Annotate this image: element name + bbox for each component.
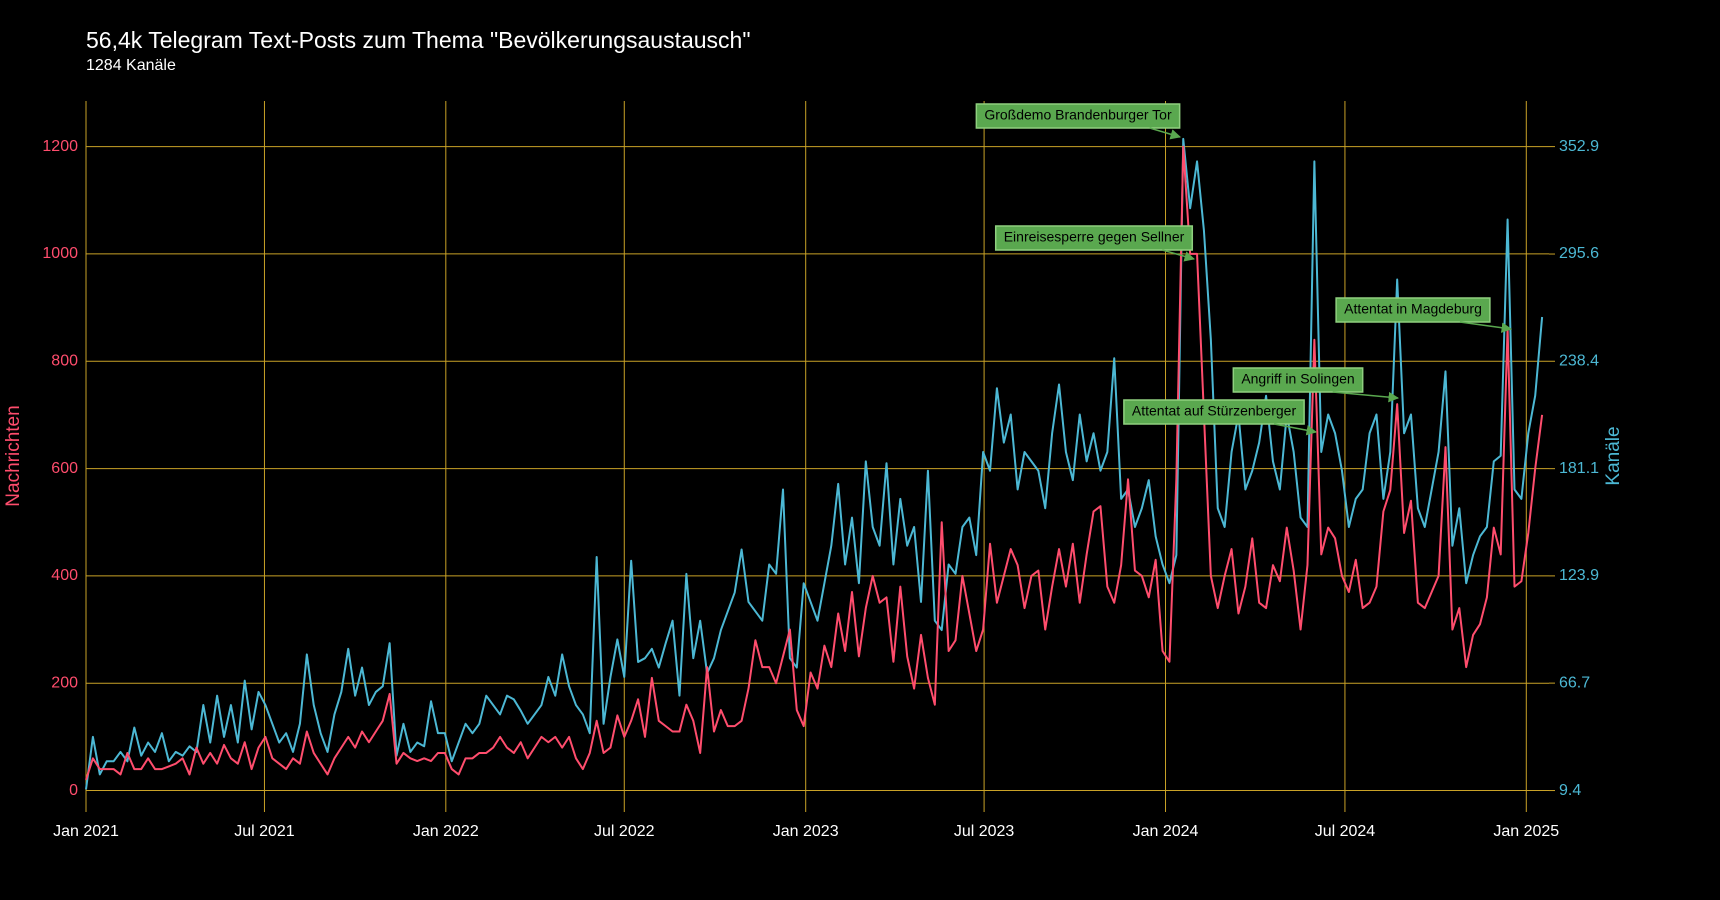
y-tick-label: 600 [51, 460, 78, 477]
y2-tick-label: 9.4 [1559, 782, 1581, 799]
y-tick-label: 1000 [42, 245, 78, 262]
y2-tick-label: 181.1 [1559, 460, 1599, 477]
chart-title: 56,4k Telegram Text-Posts zum Thema "Bev… [86, 27, 751, 53]
y2-tick-label: 352.9 [1559, 138, 1599, 155]
y-tick-label: 200 [51, 674, 78, 691]
y-tick-label: 800 [51, 352, 78, 369]
annotation-text: Einreisesperre gegen Sellner [1004, 229, 1185, 245]
annotation: Einreisesperre gegen Sellner [994, 225, 1196, 262]
annotation-box [1123, 399, 1305, 425]
x-tick-label: Jul 2022 [594, 823, 655, 840]
annotation-arrow [1332, 391, 1400, 403]
annotation-arrow [1149, 127, 1182, 140]
y2-tick-label: 66.7 [1559, 674, 1590, 691]
x-tick-label: Jul 2021 [234, 823, 295, 840]
annotation-box [1335, 297, 1491, 323]
x-tick-label: Jan 2022 [413, 823, 479, 840]
annotation-arrow [1459, 321, 1513, 333]
y2-tick-label: 123.9 [1559, 567, 1599, 584]
annotation-arrow [1273, 423, 1318, 436]
annotation-text: Attentat auf Stürzenberger [1132, 403, 1297, 419]
y2-tick-label: 295.6 [1559, 245, 1599, 262]
annotation-text: Attentat in Magdeburg [1344, 301, 1482, 317]
chart-subtitle: 1284 Kanäle [86, 57, 176, 74]
y-tick-label: 1200 [42, 138, 78, 155]
annotation: Attentat auf Stürzenberger [1123, 399, 1318, 436]
x-tick-label: Jul 2024 [1315, 823, 1376, 840]
x-tick-label: Jul 2023 [954, 823, 1015, 840]
x-tick-label: Jan 2021 [53, 823, 119, 840]
annotation: Angriff in Solingen [1232, 367, 1400, 403]
y-tick-label: 400 [51, 567, 78, 584]
y-tick-label: 0 [69, 782, 78, 799]
annotation: Großdemo Brandenburger Tor [975, 103, 1182, 140]
series-line [85, 145, 1544, 781]
series-line [85, 137, 1544, 790]
x-tick-label: Jan 2024 [1133, 823, 1199, 840]
annotation-box [975, 103, 1181, 129]
annotation-text: Großdemo Brandenburger Tor [984, 107, 1172, 123]
annotation-arrow [1162, 249, 1196, 262]
annotation-text: Angriff in Solingen [1241, 371, 1354, 387]
annotation-box [1232, 367, 1364, 393]
x-tick-label: Jan 2023 [773, 823, 839, 840]
annotation-box [994, 225, 1194, 251]
annotation: Attentat in Magdeburg [1335, 297, 1513, 333]
y-axis-label: Nachrichten [3, 405, 24, 506]
x-tick-label: Jan 2025 [1493, 823, 1559, 840]
y2-axis-label: Kanäle [1603, 426, 1624, 485]
y2-tick-label: 238.4 [1559, 352, 1599, 369]
